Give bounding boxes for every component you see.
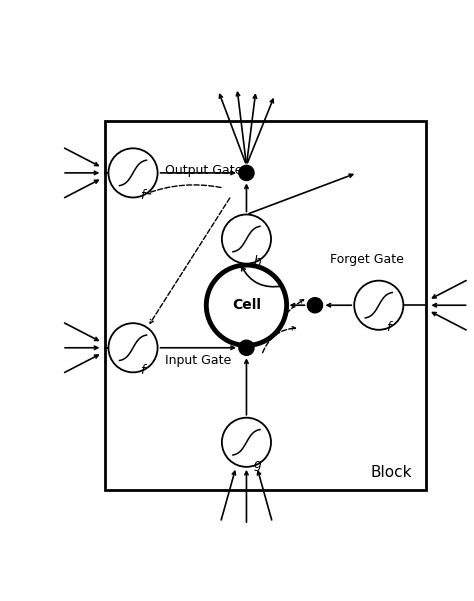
Text: f: f xyxy=(386,321,391,334)
Circle shape xyxy=(109,323,157,373)
Text: h: h xyxy=(254,255,262,268)
Circle shape xyxy=(239,165,254,180)
Text: Block: Block xyxy=(370,465,412,480)
Circle shape xyxy=(308,297,322,313)
Text: Output Gate: Output Gate xyxy=(164,164,242,177)
Text: Input Gate: Input Gate xyxy=(164,353,231,367)
Circle shape xyxy=(354,281,403,330)
Text: g: g xyxy=(254,458,262,471)
Text: f: f xyxy=(140,189,145,202)
Circle shape xyxy=(109,148,157,198)
Circle shape xyxy=(206,265,287,346)
Bar xyxy=(105,121,426,490)
Text: f: f xyxy=(140,364,145,377)
Text: Forget Gate: Forget Gate xyxy=(329,254,403,266)
Text: Cell: Cell xyxy=(232,298,261,313)
Circle shape xyxy=(222,215,271,264)
Circle shape xyxy=(222,418,271,467)
Circle shape xyxy=(239,340,254,355)
